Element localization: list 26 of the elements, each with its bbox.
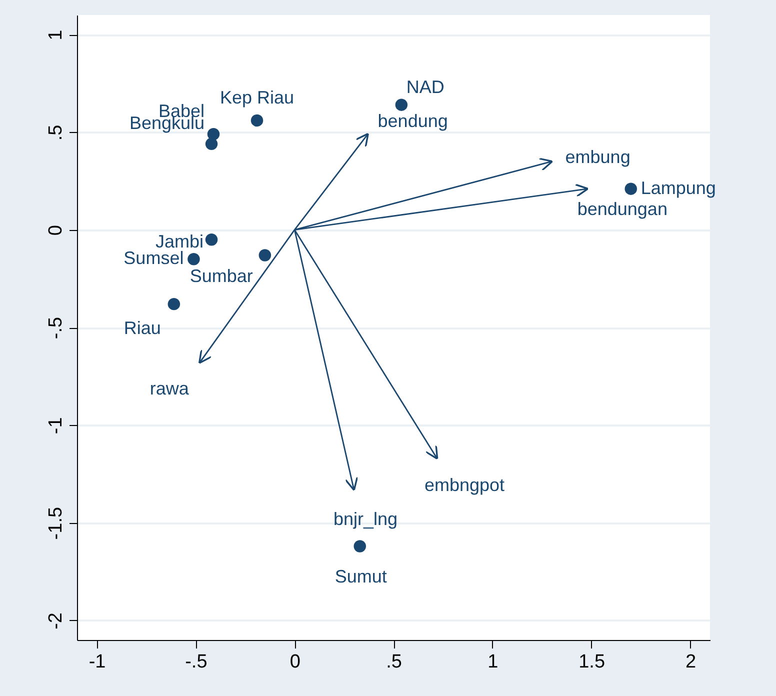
- y-tick-label: .5: [46, 124, 66, 141]
- series-label: rawa: [150, 378, 190, 399]
- x-tick-label: .5: [386, 652, 402, 672]
- x-tick-label: 0: [290, 652, 300, 672]
- series-label: embngpot: [424, 475, 505, 496]
- series-label: bendungan: [577, 198, 668, 219]
- y-tick-label: 1: [46, 30, 66, 40]
- annotation: Sumbar: [190, 266, 253, 286]
- x-tick-label: 1.5: [578, 652, 606, 672]
- y-tick-label: -.5: [46, 316, 66, 340]
- y-tick-label: -2: [46, 612, 66, 630]
- annotation: Kep Riau: [220, 87, 294, 108]
- series-label: embung: [565, 146, 630, 167]
- y-tick-label: -1: [46, 417, 66, 434]
- y-tick-label: -1.5: [46, 506, 66, 540]
- annotation: Sumut: [334, 566, 387, 586]
- annotation: Lampung: [640, 178, 716, 198]
- x-tick-label: -.5: [185, 652, 208, 672]
- series-label: bnjr_lng: [333, 509, 398, 530]
- x-tick-label: 1: [488, 652, 498, 672]
- series-label: bendung: [378, 111, 448, 132]
- x-tick-label: -1: [88, 652, 106, 672]
- y-tick-label: 0: [46, 225, 66, 236]
- annotation: Riau: [124, 318, 161, 338]
- x-tick-label: 2: [685, 652, 696, 672]
- annotation: NAD: [406, 76, 444, 97]
